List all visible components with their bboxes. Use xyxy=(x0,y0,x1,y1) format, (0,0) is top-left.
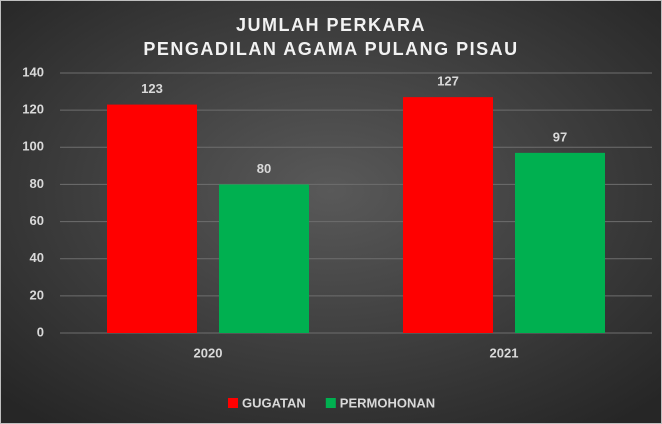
legend-label: GUGATAN xyxy=(242,395,306,410)
legend-swatch xyxy=(325,398,336,408)
y-tick-label: 60 xyxy=(30,213,44,228)
chart-title: PENGADILAN AGAMA PULANG PISAU xyxy=(143,39,518,59)
legend-swatch xyxy=(228,398,238,408)
x-tick-label: 2021 xyxy=(490,345,519,360)
y-tick-label: 140 xyxy=(22,64,44,79)
y-tick-label: 20 xyxy=(30,287,44,302)
y-tick-label: 40 xyxy=(30,250,44,265)
bar xyxy=(403,97,493,334)
x-tick-label: 2020 xyxy=(194,345,223,360)
data-label: 127 xyxy=(437,74,459,89)
y-tick-label: 120 xyxy=(22,102,44,117)
bar xyxy=(219,184,309,333)
data-label: 97 xyxy=(553,129,567,144)
y-tick-label: 80 xyxy=(30,176,44,191)
y-tick-label: 100 xyxy=(22,139,44,154)
data-label: 80 xyxy=(257,161,271,176)
y-tick-label: 0 xyxy=(37,324,44,339)
legend-label: PERMOHONAN xyxy=(340,395,435,410)
data-label: 123 xyxy=(141,81,163,96)
bar xyxy=(515,152,605,333)
chart-title: JUMLAH PERKARA xyxy=(236,15,426,35)
bar xyxy=(107,104,197,333)
